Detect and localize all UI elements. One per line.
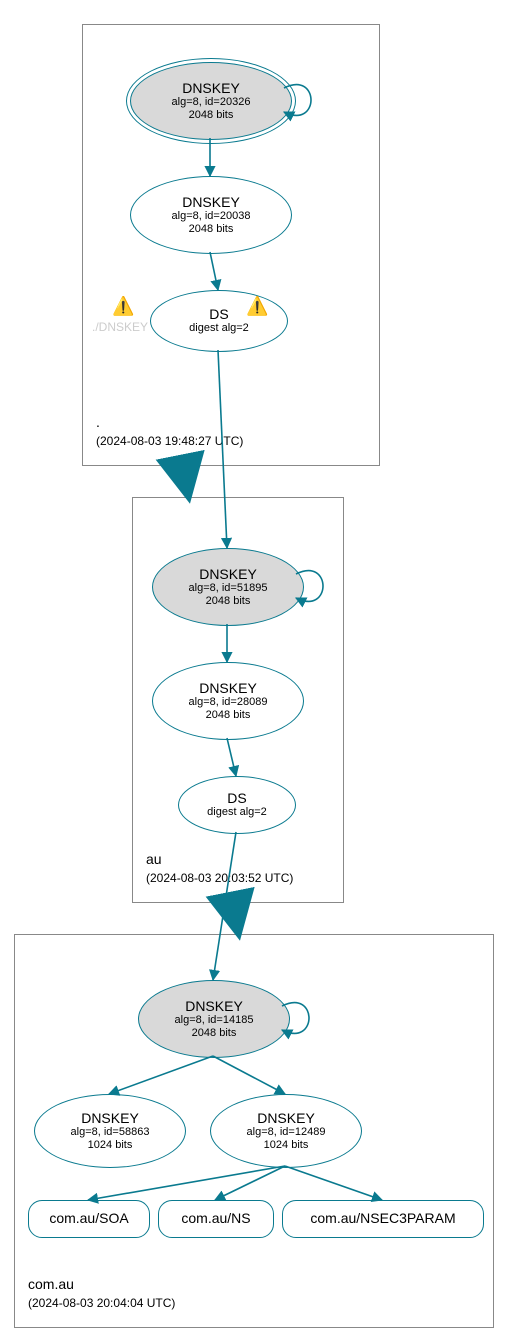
- node-au_zsk: DNSKEYalg=8, id=280892048 bits: [152, 662, 304, 740]
- node-sub2: 2048 bits: [189, 223, 234, 236]
- node-title: DNSKEY: [182, 81, 240, 96]
- ghost-dnskey-label: ./DNSKEY: [92, 320, 148, 334]
- node-sub2: 1024 bits: [88, 1139, 133, 1152]
- node-comau_nsec3: com.au/NSEC3PARAM: [282, 1200, 484, 1238]
- node-title: com.au/NS: [181, 1211, 250, 1226]
- node-title: com.au/NSEC3PARAM: [310, 1211, 455, 1226]
- node-sub1: alg=8, id=14185: [175, 1014, 254, 1027]
- zone-timestamp: (2024-08-03 20:03:52 UTC): [146, 871, 293, 885]
- node-sub1: alg=8, id=58863: [71, 1126, 150, 1139]
- node-comau_zsk2: DNSKEYalg=8, id=124891024 bits: [210, 1094, 362, 1168]
- node-title: DNSKEY: [199, 567, 257, 582]
- node-sub2: 2048 bits: [206, 709, 251, 722]
- node-sub1: alg=8, id=51895: [189, 582, 268, 595]
- node-sub1: alg=8, id=20038: [172, 210, 251, 223]
- node-sub2: 2048 bits: [206, 595, 251, 608]
- node-sub2: 2048 bits: [189, 109, 234, 122]
- warning-icon: ⚠️: [112, 296, 134, 317]
- node-title: DS: [227, 791, 246, 806]
- node-comau_ksk: DNSKEYalg=8, id=141852048 bits: [138, 980, 290, 1058]
- zone-label: .: [96, 414, 100, 430]
- node-root_ksk: DNSKEYalg=8, id=203262048 bits: [130, 62, 292, 140]
- node-root_zsk: DNSKEYalg=8, id=200382048 bits: [130, 176, 292, 254]
- node-title: DS: [209, 307, 228, 322]
- warning-icon: ⚠️: [246, 296, 268, 317]
- node-sub1: alg=8, id=20326: [172, 96, 251, 109]
- node-comau_ns: com.au/NS: [158, 1200, 274, 1238]
- node-title: com.au/SOA: [49, 1211, 128, 1226]
- node-title: DNSKEY: [257, 1111, 315, 1126]
- node-sub2: 1024 bits: [264, 1139, 309, 1152]
- node-comau_soa: com.au/SOA: [28, 1200, 150, 1238]
- node-title: DNSKEY: [81, 1111, 139, 1126]
- node-title: DNSKEY: [182, 195, 240, 210]
- node-sub1: alg=8, id=12489: [247, 1126, 326, 1139]
- node-title: DNSKEY: [199, 681, 257, 696]
- zone-label: com.au: [28, 1276, 74, 1292]
- zone-label: au: [146, 851, 162, 867]
- node-sub1: alg=8, id=28089: [189, 696, 268, 709]
- node-sub1: digest alg=2: [189, 322, 249, 335]
- node-sub1: digest alg=2: [207, 806, 267, 819]
- node-title: DNSKEY: [185, 999, 243, 1014]
- zone-timestamp: (2024-08-03 20:04:04 UTC): [28, 1296, 175, 1310]
- node-sub2: 2048 bits: [192, 1027, 237, 1040]
- node-comau_zsk1: DNSKEYalg=8, id=588631024 bits: [34, 1094, 186, 1168]
- node-au_ksk: DNSKEYalg=8, id=518952048 bits: [152, 548, 304, 626]
- node-au_ds: DSdigest alg=2: [178, 776, 296, 834]
- zone-timestamp: (2024-08-03 19:48:27 UTC): [96, 434, 243, 448]
